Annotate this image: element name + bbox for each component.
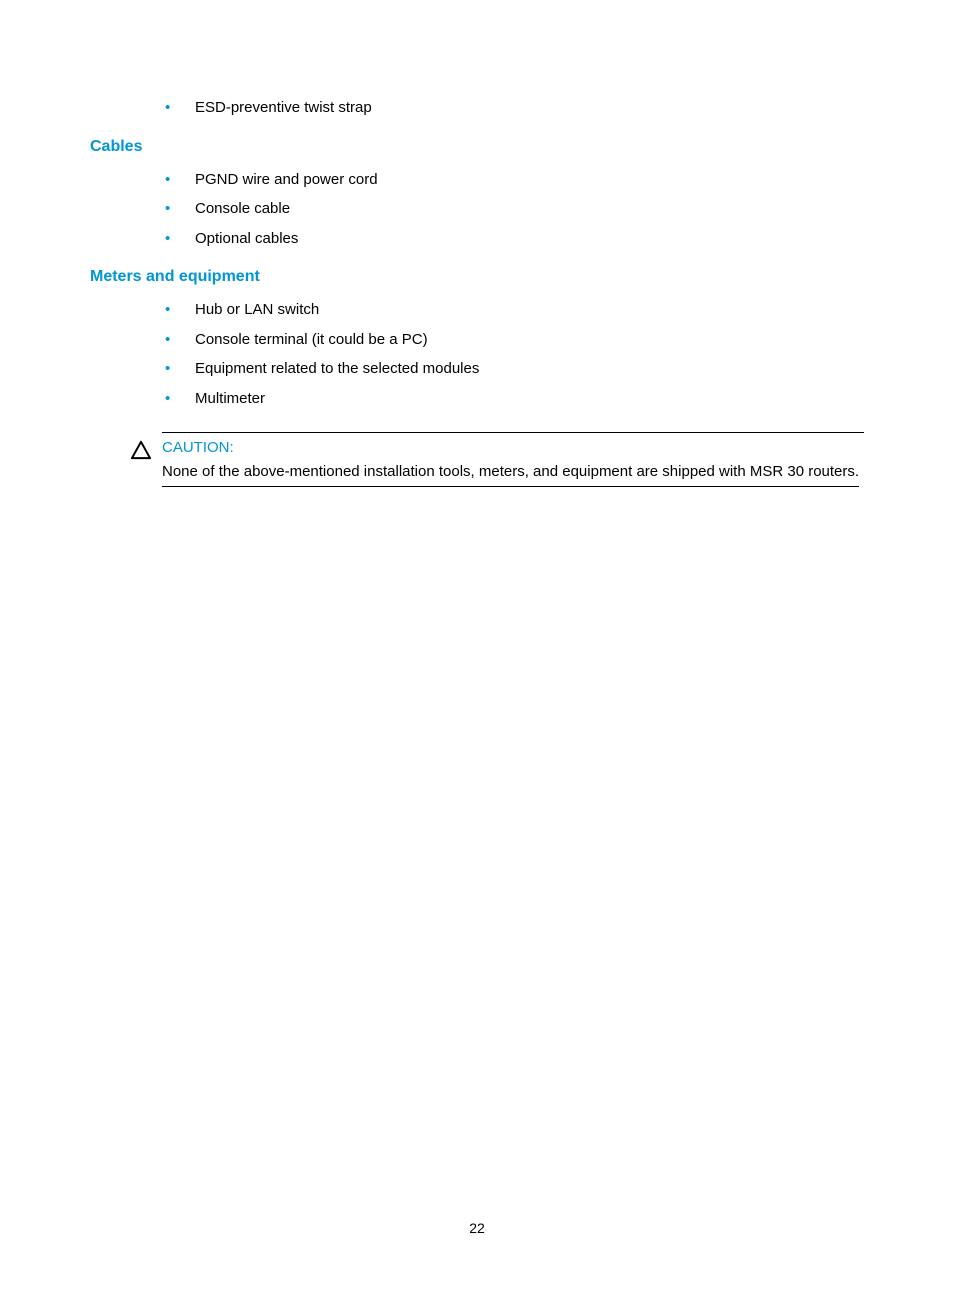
list-item: ESD-preventive twist strap [90,98,864,118]
caution-body: CAUTION: None of the above-mentioned ins… [162,432,864,487]
list-item-text: PGND wire and power cord [195,171,378,188]
page-container: ESD-preventive twist strap Cables PGND w… [0,0,954,1296]
section-heading-meters: Meters and equipment [90,268,864,286]
list-item: Console terminal (it could be a PC) [90,330,864,350]
list-item: PGND wire and power cord [90,170,864,190]
caution-rule-top [162,432,864,433]
caution-label: CAUTION: [162,439,864,456]
list-item-text: Optional cables [195,230,298,247]
list-item-text: ESD-preventive twist strap [195,99,372,116]
caution-block: CAUTION: None of the above-mentioned ins… [90,432,864,487]
intro-bullet-list: ESD-preventive twist strap [90,98,864,118]
section-heading-cables: Cables [90,138,864,156]
meters-bullet-list: Hub or LAN switch Console terminal (it c… [90,300,864,408]
content-area: ESD-preventive twist strap Cables PGND w… [0,0,954,487]
list-item: Hub or LAN switch [90,300,864,320]
list-item-text: Console terminal (it could be a PC) [195,331,428,348]
list-item-text: Equipment related to the selected module… [195,360,479,377]
list-item-text: Multimeter [195,390,265,407]
list-item-text: Console cable [195,200,290,217]
list-item: Optional cables [90,229,864,249]
caution-text: None of the above-mentioned installation… [162,462,859,487]
list-item: Console cable [90,199,864,219]
list-item: Equipment related to the selected module… [90,359,864,379]
page-number: 22 [0,1220,954,1236]
list-item: Multimeter [90,389,864,409]
list-item-text: Hub or LAN switch [195,301,319,318]
cables-bullet-list: PGND wire and power cord Console cable O… [90,170,864,249]
caution-triangle-icon [130,440,152,460]
